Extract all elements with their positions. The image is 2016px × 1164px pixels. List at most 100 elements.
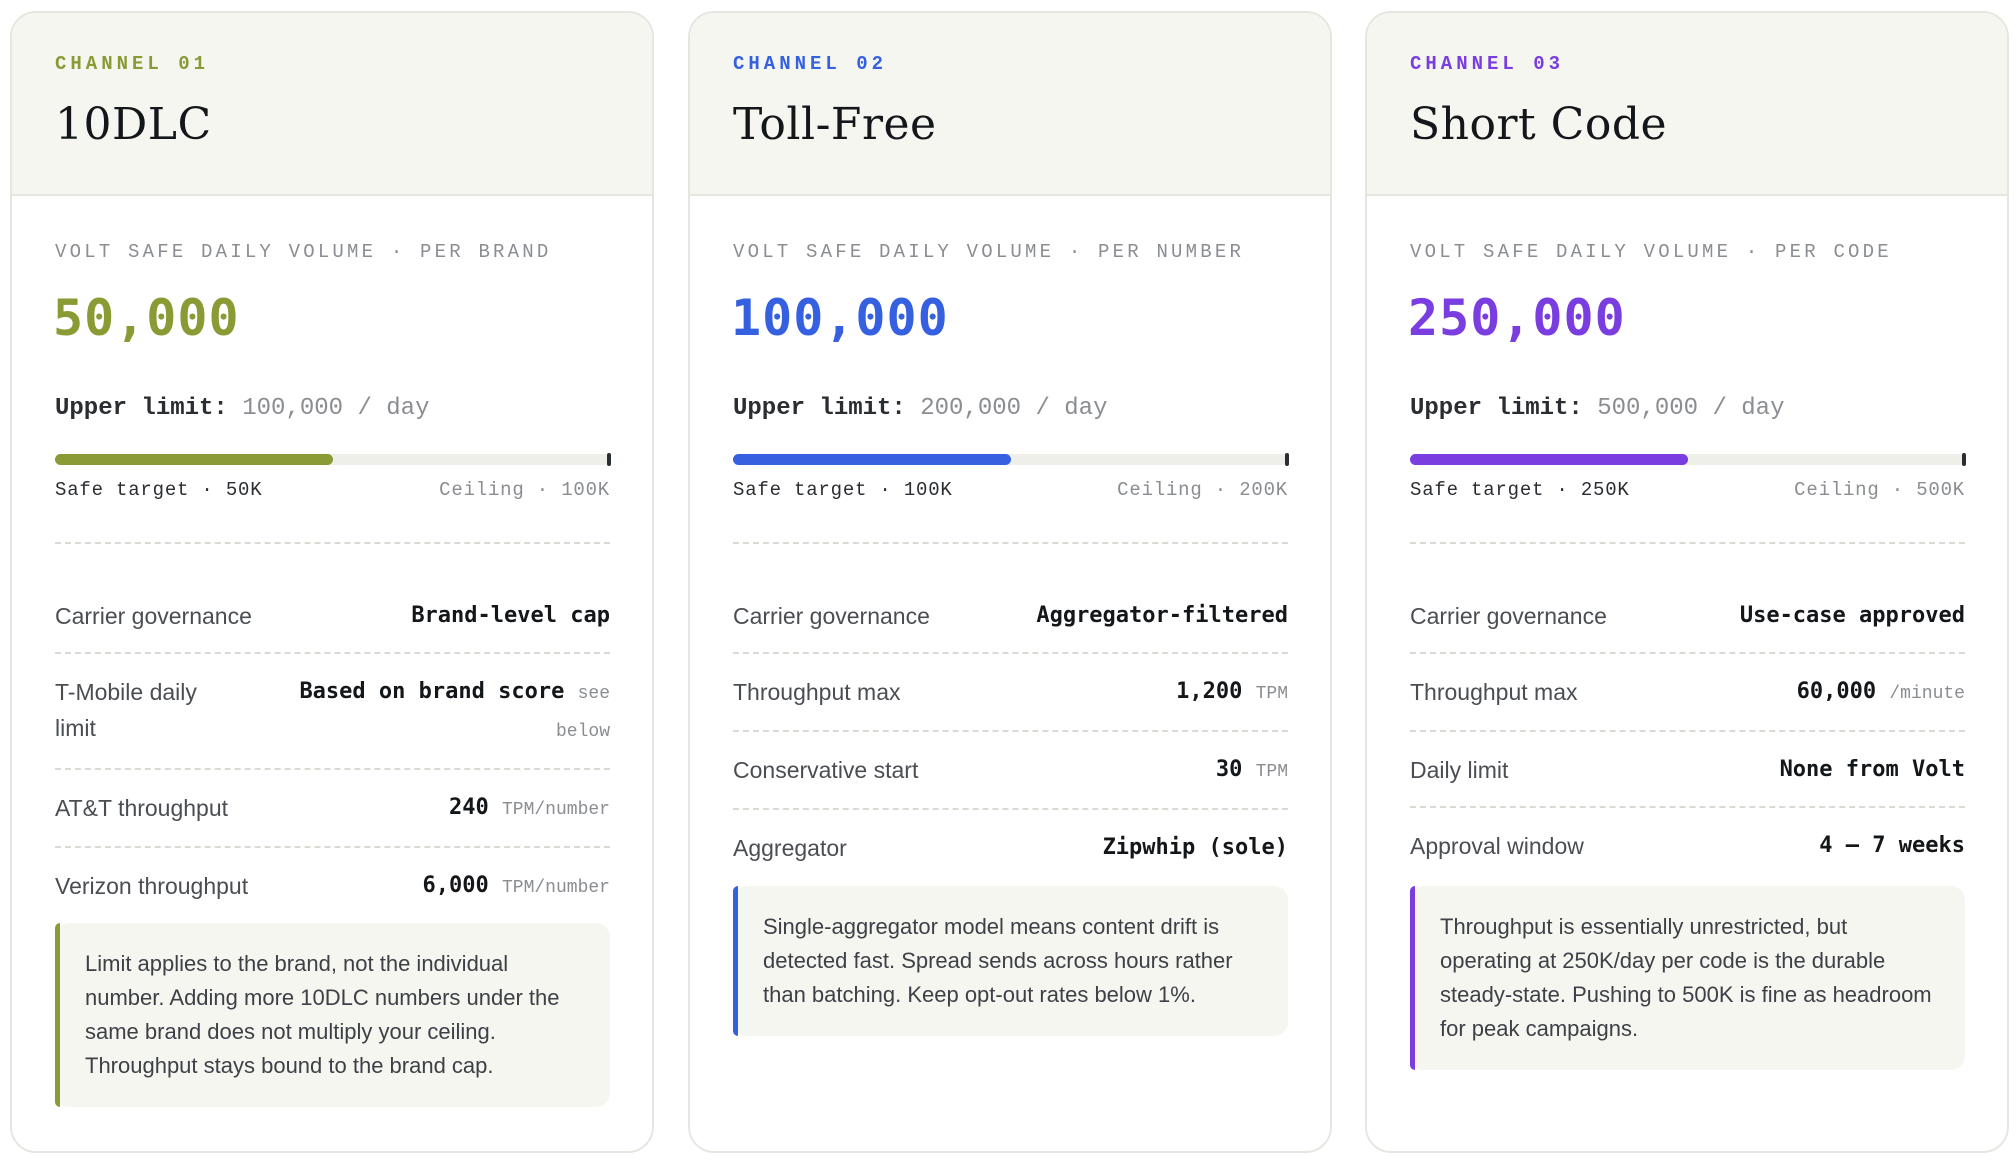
spec-row: Aggregator Zipwhip (sole)	[733, 810, 1288, 884]
spec-rows: Carrier governance Aggregator-filtered T…	[733, 578, 1288, 884]
divider	[55, 542, 610, 544]
volume-label: VOLT SAFE DAILY VOLUME · PER NUMBER	[733, 241, 1245, 263]
spec-label: Approval window	[1410, 833, 1584, 859]
spec-value: 30 TPM	[1216, 752, 1288, 790]
spec-row: Carrier governance Use-case approved	[1410, 578, 1965, 654]
progress-bar	[55, 453, 611, 466]
spec-rows: Carrier governance Use-case approved Thr…	[1410, 578, 1965, 882]
channel-card-short-code: CHANNEL 03 Short Code VOLT SAFE DAILY VO…	[1365, 11, 2009, 1153]
spec-rows: Carrier governance Brand-level cap T-Mob…	[55, 578, 610, 924]
upper-limit-value: 100,000 / day	[242, 395, 430, 422]
spec-label: Throughput max	[733, 679, 901, 705]
progress-meta: Safe target · 50K Ceiling · 100K	[55, 479, 610, 505]
spec-unit: TPM	[1255, 762, 1288, 782]
channel-tag: CHANNEL 03	[1410, 53, 1565, 75]
spec-value-text: Aggregator-filtered	[1036, 603, 1288, 628]
spec-value: 240 TPM/number	[449, 790, 610, 828]
progress-end-marker	[607, 453, 611, 466]
progress-fill	[1410, 454, 1688, 465]
spec-value-text: Brand-level cap	[411, 603, 610, 628]
info-note: Throughput is essentially unrestricted, …	[1410, 886, 1965, 1070]
volume-value: 250,000	[1408, 289, 1626, 347]
info-note: Single-aggregator model means content dr…	[733, 886, 1288, 1036]
card-title: 10DLC	[55, 99, 212, 150]
divider	[733, 542, 1288, 544]
spec-value: 60,000 /minute	[1797, 674, 1965, 712]
upper-limit: Upper limit: 100,000 / day	[55, 395, 429, 422]
progress-fill	[55, 454, 333, 465]
upper-limit-value: 200,000 / day	[920, 395, 1108, 422]
spec-value-text: Zipwhip (sole)	[1102, 835, 1288, 860]
spec-row: Conservative start 30 TPM	[733, 732, 1288, 810]
ceiling-label: Ceiling · 200K	[1117, 479, 1288, 501]
spec-value: Zipwhip (sole)	[1103, 830, 1288, 866]
card-title: Toll-Free	[733, 99, 937, 150]
spec-value: Aggregator-filtered	[1036, 598, 1288, 634]
spec-value-text: Use-case approved	[1739, 603, 1965, 628]
card-header: CHANNEL 02 Toll-Free	[690, 13, 1330, 196]
safe-target-label: Safe target · 250K	[1410, 479, 1630, 501]
safe-target-label: Safe target · 100K	[733, 479, 953, 501]
ceiling-label: Ceiling · 500K	[1794, 479, 1965, 501]
progress-meta: Safe target · 250K Ceiling · 500K	[1410, 479, 1965, 505]
upper-limit-label: Upper limit:	[1410, 395, 1583, 422]
upper-limit-label: Upper limit:	[55, 395, 228, 422]
volume-label: VOLT SAFE DAILY VOLUME · PER CODE	[1410, 241, 1892, 263]
spec-value: None from Volt	[1780, 752, 1965, 788]
channel-card-10dlc: CHANNEL 01 10DLC VOLT SAFE DAILY VOLUME …	[10, 11, 654, 1153]
upper-limit: Upper limit: 500,000 / day	[1410, 395, 1784, 422]
channel-cards: CHANNEL 01 10DLC VOLT SAFE DAILY VOLUME …	[10, 11, 2009, 1153]
progress-bar	[733, 453, 1289, 466]
spec-value: Based on brand score see below	[270, 674, 610, 750]
spec-row: Carrier governance Aggregator-filtered	[733, 578, 1288, 654]
card-header: CHANNEL 01 10DLC	[12, 13, 652, 196]
volume-value: 100,000	[731, 289, 949, 347]
progress-meta: Safe target · 100K Ceiling · 200K	[733, 479, 1288, 505]
spec-value-text: 60,000	[1796, 679, 1877, 704]
spec-label: Carrier governance	[733, 603, 930, 629]
spec-label: Verizon throughput	[55, 873, 249, 899]
spec-label: Daily limit	[1410, 757, 1509, 783]
progress-fill	[733, 454, 1011, 465]
spec-value-text: Based on brand score	[299, 679, 565, 704]
spec-value: 4 – 7 weeks	[1819, 828, 1965, 864]
volume-value: 50,000	[53, 289, 240, 347]
spec-unit: TPM	[1255, 684, 1288, 704]
spec-value-text: None from Volt	[1779, 757, 1965, 782]
card-header: CHANNEL 03 Short Code	[1367, 13, 2007, 196]
info-note: Limit applies to the brand, not the indi…	[55, 923, 610, 1107]
spec-unit: see below	[555, 684, 610, 742]
spec-row: T-Mobile daily limit Based on brand scor…	[55, 654, 610, 770]
progress-end-marker	[1962, 453, 1966, 466]
spec-row: Throughput max 60,000 /minute	[1410, 654, 1965, 732]
spec-unit: TPM/number	[501, 800, 610, 820]
progress-bar	[1410, 453, 1966, 466]
spec-value-text: 240	[448, 795, 489, 820]
progress-end-marker	[1285, 453, 1289, 466]
spec-value-text: 4 – 7 weeks	[1819, 833, 1965, 858]
spec-row: Daily limit None from Volt	[1410, 732, 1965, 808]
spec-label: T-Mobile daily limit	[55, 679, 197, 741]
spec-label: Conservative start	[733, 757, 919, 783]
ceiling-label: Ceiling · 100K	[439, 479, 610, 501]
spec-label: Aggregator	[733, 835, 847, 861]
upper-limit-label: Upper limit:	[733, 395, 906, 422]
channel-tag: CHANNEL 02	[733, 53, 888, 75]
spec-value: Brand-level cap	[411, 598, 610, 634]
spec-label: Throughput max	[1410, 679, 1578, 705]
upper-limit: Upper limit: 200,000 / day	[733, 395, 1107, 422]
spec-row: Carrier governance Brand-level cap	[55, 578, 610, 654]
safe-target-label: Safe target · 50K	[55, 479, 263, 501]
spec-row: Verizon throughput 6,000 TPM/number	[55, 848, 610, 924]
channel-card-toll-free: CHANNEL 02 Toll-Free VOLT SAFE DAILY VOL…	[688, 11, 1332, 1153]
volume-label: VOLT SAFE DAILY VOLUME · PER BRAND	[55, 241, 552, 263]
spec-label: AT&T throughput	[55, 795, 229, 821]
spec-value-text: 30	[1215, 757, 1243, 782]
spec-value: 6,000 TPM/number	[422, 868, 610, 906]
spec-value: 1,200 TPM	[1176, 674, 1288, 712]
spec-label: Carrier governance	[55, 603, 252, 629]
spec-unit: TPM/number	[501, 878, 610, 898]
card-title: Short Code	[1410, 99, 1668, 150]
channel-tag: CHANNEL 01	[55, 53, 210, 75]
spec-label: Carrier governance	[1410, 603, 1607, 629]
